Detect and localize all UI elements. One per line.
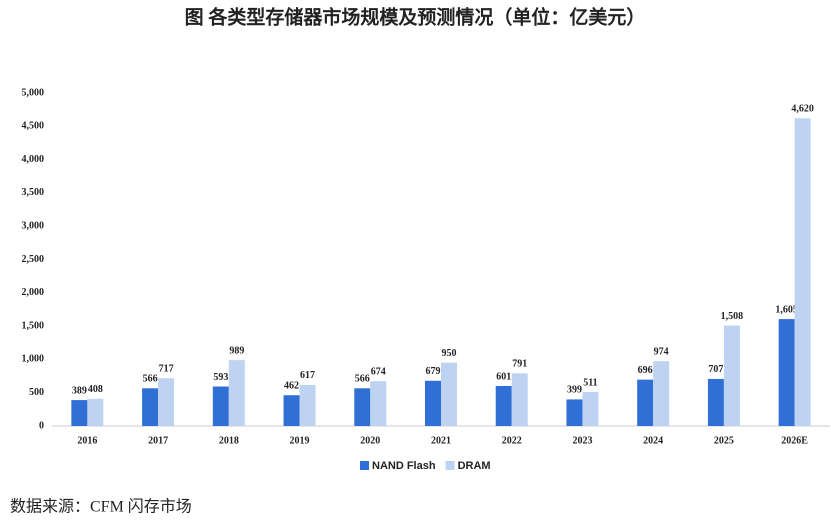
- bar: [778, 319, 795, 426]
- y-tick-label: 2,500: [22, 254, 45, 265]
- bar: [370, 381, 387, 426]
- value-label: 950: [442, 348, 457, 359]
- chart-title: 图 各类型存储器市场规模及预测情况（单位：亿美元）: [185, 5, 646, 28]
- y-tick-label: 0: [39, 420, 44, 431]
- value-label: 399: [567, 385, 582, 396]
- x-tick-label: 2018: [219, 435, 239, 446]
- y-tick-label: 1,500: [22, 320, 45, 331]
- bar: [354, 388, 371, 426]
- legend-label: NAND Flash: [372, 460, 436, 472]
- x-tick-label: 2017: [148, 435, 168, 446]
- bar: [582, 391, 599, 426]
- value-label: 408: [88, 384, 103, 395]
- value-label: 989: [229, 345, 244, 356]
- bar: [87, 398, 104, 426]
- value-label: 462: [284, 381, 299, 392]
- x-tick-label: 2022: [502, 435, 522, 446]
- y-tick-label: 500: [29, 387, 44, 398]
- value-label: 674: [371, 366, 386, 377]
- value-label: 617: [300, 370, 315, 381]
- value-label: 679: [426, 366, 441, 377]
- bar: [495, 385, 512, 426]
- bar: [212, 386, 229, 426]
- value-label: 389: [72, 385, 87, 396]
- legend-swatch: [445, 461, 455, 470]
- bar: [425, 380, 441, 426]
- bar: [794, 118, 811, 427]
- x-tick-label: 2023: [572, 435, 592, 446]
- x-tick-label: 2025: [714, 435, 734, 446]
- x-tick-label: 2024: [643, 435, 663, 446]
- bar: [158, 378, 175, 426]
- bar: [707, 378, 724, 426]
- bar: [283, 395, 300, 426]
- value-label: 717: [159, 364, 174, 375]
- x-tick-label: 2016: [77, 435, 97, 446]
- legend-label: DRAM: [458, 460, 491, 472]
- value-label: 974: [654, 346, 669, 357]
- bar: [566, 399, 583, 426]
- y-tick-label: 1,000: [22, 354, 45, 365]
- value-label: 707: [708, 364, 723, 375]
- bar: [228, 360, 245, 426]
- x-tick-label: 2021: [431, 435, 451, 446]
- bar: [511, 373, 528, 426]
- x-tick-label: 2019: [290, 435, 310, 446]
- legend-swatch: [360, 461, 369, 470]
- bar: [441, 362, 457, 426]
- y-tick-label: 5,000: [22, 87, 45, 98]
- value-label: 566: [143, 374, 158, 385]
- bar: [142, 388, 159, 426]
- y-tick-label: 3,000: [22, 220, 45, 231]
- value-label: 1,508: [721, 311, 744, 322]
- y-tick-label: 4,000: [22, 154, 45, 165]
- value-label: 791: [512, 359, 527, 370]
- value-label: 511: [583, 377, 597, 388]
- value-label: 601: [496, 371, 511, 382]
- y-tick-label: 3,500: [22, 187, 45, 198]
- value-label: 4,620: [791, 104, 814, 115]
- value-label: 1,605: [775, 304, 798, 315]
- y-tick-label: 4,500: [22, 121, 45, 132]
- bar: [723, 325, 740, 426]
- bar: [299, 384, 316, 426]
- y-tick-label: 2,000: [22, 287, 45, 298]
- x-tick-label: 2020: [360, 435, 380, 446]
- value-label: 696: [638, 365, 653, 376]
- source-note: 数据来源：CFM 闪存市场: [10, 498, 192, 516]
- bar: [653, 361, 670, 426]
- bar: [637, 379, 654, 426]
- x-tick-label: 2026E: [781, 435, 808, 446]
- value-label: 566: [355, 374, 370, 385]
- bar: [71, 400, 88, 426]
- value-label: 593: [213, 372, 228, 383]
